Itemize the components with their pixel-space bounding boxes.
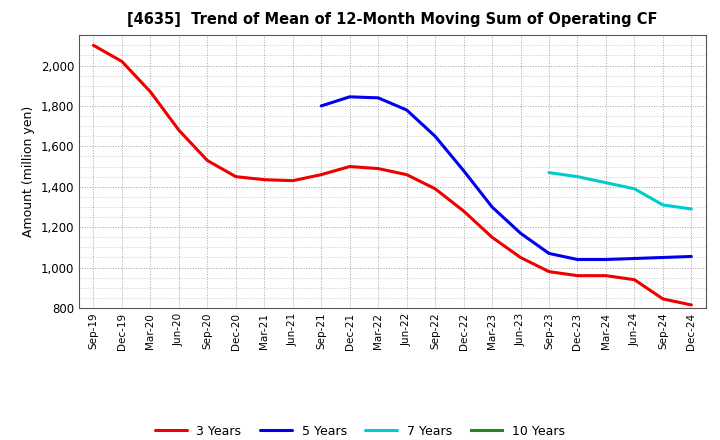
5 Years <box>431 134 439 139</box>
Line: 7 Years: 7 Years <box>549 172 691 209</box>
3 Years <box>487 235 496 240</box>
3 Years <box>659 296 667 301</box>
Y-axis label: Amount (million yen): Amount (million yen) <box>22 106 35 237</box>
3 Years <box>146 89 155 95</box>
7 Years <box>573 174 582 179</box>
5 Years <box>630 256 639 261</box>
3 Years <box>289 178 297 183</box>
3 Years <box>573 273 582 279</box>
3 Years <box>232 174 240 179</box>
3 Years <box>317 172 325 177</box>
3 Years <box>203 158 212 163</box>
3 Years <box>687 302 696 308</box>
Title: [4635]  Trend of Mean of 12-Month Moving Sum of Operating CF: [4635] Trend of Mean of 12-Month Moving … <box>127 12 657 27</box>
7 Years <box>659 202 667 208</box>
5 Years <box>402 107 411 113</box>
Line: 3 Years: 3 Years <box>94 45 691 305</box>
Legend: 3 Years, 5 Years, 7 Years, 10 Years: 3 Years, 5 Years, 7 Years, 10 Years <box>150 420 570 440</box>
3 Years <box>545 269 554 274</box>
7 Years <box>545 170 554 175</box>
3 Years <box>174 128 183 133</box>
7 Years <box>630 186 639 191</box>
3 Years <box>260 177 269 182</box>
7 Years <box>602 180 611 185</box>
3 Years <box>374 166 382 171</box>
3 Years <box>431 186 439 191</box>
3 Years <box>346 164 354 169</box>
5 Years <box>545 251 554 256</box>
3 Years <box>630 277 639 282</box>
3 Years <box>402 172 411 177</box>
5 Years <box>459 168 468 173</box>
5 Years <box>516 231 525 236</box>
5 Years <box>374 95 382 100</box>
5 Years <box>659 255 667 260</box>
5 Years <box>687 254 696 259</box>
Line: 5 Years: 5 Years <box>321 97 691 260</box>
5 Years <box>573 257 582 262</box>
3 Years <box>602 273 611 279</box>
5 Years <box>346 94 354 99</box>
3 Years <box>516 255 525 260</box>
3 Years <box>89 43 98 48</box>
5 Years <box>317 103 325 109</box>
5 Years <box>602 257 611 262</box>
7 Years <box>687 206 696 212</box>
3 Years <box>117 59 126 64</box>
5 Years <box>487 204 496 209</box>
3 Years <box>459 209 468 214</box>
